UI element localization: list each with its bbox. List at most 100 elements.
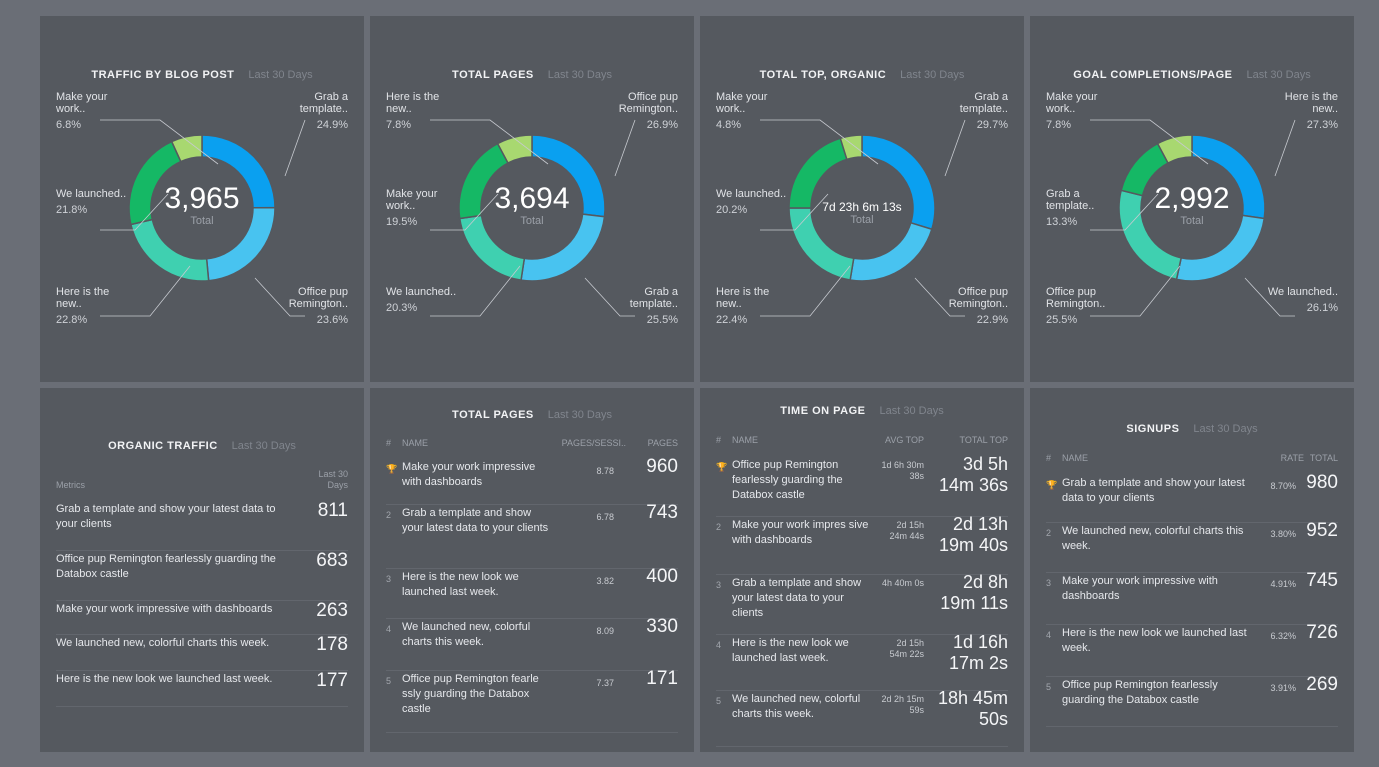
donut-slice[interactable] bbox=[129, 218, 210, 282]
row-rank: 3 bbox=[716, 580, 722, 590]
col-metrics-header: Metrics bbox=[56, 480, 85, 490]
row-value: 178 bbox=[316, 634, 348, 655]
donut-slice[interactable] bbox=[849, 221, 933, 282]
table-row[interactable]: 5 Office pup Remington fearle ssly guard… bbox=[386, 668, 678, 733]
leader-line bbox=[100, 265, 191, 317]
leader-line bbox=[1090, 119, 1209, 165]
row-secondary-value: 8.78 bbox=[596, 466, 614, 476]
table-row[interactable]: 4 Here is the new look we launched last … bbox=[1046, 622, 1338, 677]
table-row[interactable]: Grab a template and show your latest dat… bbox=[56, 500, 348, 551]
row-secondary-value: 2d 15h 24m 44s bbox=[889, 520, 924, 541]
period-label: Last 30 Days bbox=[248, 69, 313, 81]
col-name: NAME bbox=[1062, 453, 1089, 463]
table-row[interactable]: 4 We launched new, colorful charts this … bbox=[386, 616, 678, 671]
table-row[interactable]: 🏆 Make your work impressive with dashboa… bbox=[386, 456, 678, 505]
donut-slice[interactable] bbox=[839, 134, 863, 161]
table-row[interactable]: 3 Make your work impressive with dashboa… bbox=[1046, 570, 1338, 625]
period-label: Last 30 Days bbox=[1246, 69, 1311, 81]
row-value: 400 bbox=[646, 566, 678, 587]
table-row[interactable]: Make your work impressive with dashboard… bbox=[56, 600, 348, 635]
table-row[interactable]: 5 Office pup Remington fearlessly guardi… bbox=[1046, 674, 1338, 727]
table-row[interactable]: 2 Grab a template and show your latest d… bbox=[386, 502, 678, 569]
donut-chart bbox=[760, 119, 966, 317]
donut-total-value: 2,992 bbox=[1154, 182, 1230, 215]
row-rank: 5 bbox=[386, 676, 392, 686]
col-rate: RATE bbox=[1280, 453, 1304, 463]
table-row[interactable]: 2 Make your work impres sive with dashbo… bbox=[716, 514, 1008, 575]
row-name: Grab a template and show your latest dat… bbox=[732, 577, 862, 619]
row-name: Here is the new look we launched last we… bbox=[732, 637, 849, 664]
panel-title: SIGNUPS Last 30 Days bbox=[1126, 423, 1258, 435]
donut-total-label: Total bbox=[520, 215, 544, 227]
col-num: # bbox=[386, 438, 392, 448]
row-name: We launched new, colorful charts this we… bbox=[56, 637, 270, 649]
table-row[interactable]: 🏆 Office pup Remington fearlessly guardi… bbox=[716, 454, 1008, 517]
row-value: 171 bbox=[646, 668, 678, 689]
row-rank: 3 bbox=[1046, 578, 1052, 588]
leader-line bbox=[430, 193, 499, 231]
donut-chart bbox=[1090, 119, 1296, 317]
row-secondary-value: 4h 40m 0s bbox=[881, 578, 924, 588]
table-row[interactable]: 5 We launched new, colorful charts this … bbox=[716, 688, 1008, 747]
row-secondary-value: 2d 2h 15m 59s bbox=[881, 694, 924, 715]
leader-line bbox=[760, 119, 879, 165]
donut-slice[interactable] bbox=[170, 134, 203, 163]
table-row[interactable]: We launched new, colorful charts this we… bbox=[56, 634, 348, 671]
donut-label-top-left: Make your work.. 6.8% bbox=[56, 91, 108, 131]
row-value: 743 bbox=[646, 502, 678, 523]
row-name: Office pup Remington fearle ssly guardin… bbox=[402, 673, 539, 715]
table-row[interactable]: 🏆 Grab a template and show your latest d… bbox=[1046, 472, 1338, 523]
period-label: Last 30 Days bbox=[900, 69, 965, 81]
leader-line bbox=[430, 119, 549, 165]
organic-traffic-panel: ORGANIC TRAFFIC Last 30 Days Metrics Last… bbox=[40, 388, 364, 752]
table-row[interactable]: 2 We launched new, colorful charts this … bbox=[1046, 520, 1338, 573]
signups-panel: SIGNUPS Last 30 Days # NAME RATE TOTAL 🏆 … bbox=[1030, 388, 1354, 752]
row-value: 726 bbox=[1306, 622, 1338, 643]
row-secondary-value: 4.91% bbox=[1270, 579, 1296, 589]
table-row[interactable]: 3 Here is the new look we launched last … bbox=[386, 566, 678, 619]
row-name: Grab a template and show your latest dat… bbox=[56, 503, 276, 530]
col-value-header: Last 30 Days bbox=[318, 469, 348, 490]
row-name: Grab a template and show your latest dat… bbox=[1062, 477, 1245, 504]
row-secondary-value: 8.70% bbox=[1270, 481, 1296, 491]
donut-total-label: Total bbox=[850, 214, 874, 226]
donut-label-top-right: Grab a template.. 29.7% bbox=[959, 91, 1008, 131]
donut-label-top-right: Grab a template.. 24.9% bbox=[299, 91, 348, 131]
trophy-icon: 🏆 bbox=[386, 464, 398, 474]
row-value: 177 bbox=[316, 670, 348, 691]
row-value: 2d 13h 19m 40s bbox=[938, 514, 1008, 555]
table-row[interactable]: Here is the new look we launched last we… bbox=[56, 670, 348, 707]
panel-title: GOAL COMPLETIONS/PAGE Last 30 Days bbox=[1073, 69, 1311, 81]
row-secondary-value: 6.78 bbox=[596, 512, 614, 522]
donut-label-bottom-left: Here is the new.. 22.4% bbox=[716, 286, 770, 326]
row-name: Make your work impressive with dashboard… bbox=[56, 603, 273, 615]
leader-line bbox=[584, 277, 635, 317]
row-value: 683 bbox=[316, 550, 348, 571]
donut-slice[interactable] bbox=[1156, 134, 1193, 165]
col-num: # bbox=[1046, 453, 1052, 463]
donut-label-top-left: Make your work.. 7.8% bbox=[1046, 91, 1098, 131]
row-name: We launched new, colorful charts this we… bbox=[1062, 525, 1244, 552]
donut-slice[interactable] bbox=[788, 137, 848, 209]
row-rank: 4 bbox=[386, 624, 392, 634]
row-name: Here is the new look we launched last we… bbox=[1062, 627, 1247, 654]
row-secondary-value: 8.09 bbox=[596, 626, 614, 636]
col-num: # bbox=[716, 435, 722, 445]
leader-line bbox=[760, 193, 829, 231]
donut-panel: GOAL COMPLETIONS/PAGE Last 30 Days 2,992 … bbox=[1030, 16, 1354, 382]
row-rank: 5 bbox=[1046, 682, 1052, 692]
donut-label-mid-left: We launched.. 20.2% bbox=[716, 188, 787, 216]
panel-title: TOTAL PAGES Last 30 Days bbox=[452, 409, 612, 421]
period-label: Last 30 Days bbox=[879, 405, 944, 417]
donut-slice[interactable] bbox=[496, 134, 533, 165]
row-value: 960 bbox=[646, 456, 678, 477]
row-value: 263 bbox=[316, 600, 348, 621]
row-value: 745 bbox=[1306, 570, 1338, 591]
table-row[interactable]: 3 Grab a template and show your latest d… bbox=[716, 572, 1008, 635]
donut-label-top-right: Here is the new.. 27.3% bbox=[1284, 91, 1338, 131]
trophy-icon: 🏆 bbox=[1046, 480, 1058, 490]
donut-label-top-left: Here is the new.. 7.8% bbox=[386, 91, 440, 131]
row-value: 2d 8h 19m 11s bbox=[940, 572, 1008, 613]
table-row[interactable]: Office pup Remington fearlessly guarding… bbox=[56, 550, 348, 601]
table-row[interactable]: 4 Here is the new look we launched last … bbox=[716, 632, 1008, 691]
